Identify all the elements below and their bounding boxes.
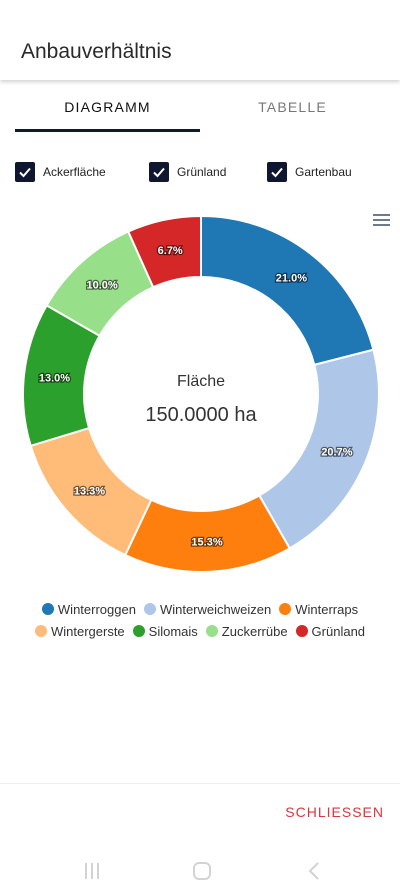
checkbox-checked-icon: [267, 162, 287, 182]
legend-dot-icon: [132, 625, 145, 637]
legend-label: Wintergerste: [50, 623, 125, 639]
donut-data-label: 20.7%: [321, 446, 352, 458]
checkbox-gruenland[interactable]: Grünland: [149, 160, 226, 184]
legend-item[interactable]: Winterroggen: [41, 601, 136, 617]
legend-dot-icon: [143, 603, 156, 615]
legend-label: Winterraps: [295, 601, 359, 617]
donut-data-label: 13.0%: [39, 372, 70, 384]
system-nav-bar: [0, 852, 400, 892]
chart-center-value: 150.0000 ha: [145, 404, 257, 426]
legend-label: Silomais: [148, 623, 198, 639]
legend-item[interactable]: Winterraps: [279, 602, 358, 617]
legend-row: Wintergerste Silomais Zuckerrübe Grünland: [0, 620, 400, 642]
checkbox-label: Ackerfläche: [43, 165, 106, 179]
legend-dot-icon: [295, 625, 308, 637]
donut-chart: 21.0% 20.7% 15.3% 13.3% 13.0% 10.0% 6.7% Fläch…: [22, 214, 380, 573]
tab-bar: DIAGRAMM TABELLE: [0, 84, 400, 134]
checkbox-gartenbau[interactable]: Gartenbau: [267, 160, 352, 184]
legend-item[interactable]: Wintergerste: [34, 623, 125, 639]
checkbox-label: Gartenbau: [295, 165, 352, 179]
legend-label: Zuckerrübe: [221, 623, 288, 639]
checkbox-ackerflaeche[interactable]: Ackerfläche: [15, 160, 106, 184]
legend-item[interactable]: Zuckerrübe: [205, 623, 288, 639]
dialog-footer: SCHLIESSEN: [0, 783, 400, 893]
filter-checkboxes: Ackerfläche Grünland Gartenbau: [0, 160, 400, 186]
donut-data-label: 10.0%: [86, 280, 117, 292]
legend-label: Winterweichweizen: [159, 601, 272, 617]
legend-item[interactable]: Grünland: [295, 623, 366, 639]
tab-tabelle[interactable]: TABELLE: [258, 99, 327, 115]
legend-label: Winterroggen: [57, 601, 136, 617]
active-tab-indicator: [15, 129, 200, 132]
donut-slice-winterweichweizen[interactable]: [257, 348, 380, 550]
donut-data-label: 15.3%: [191, 536, 222, 548]
checkbox-checked-icon: [15, 162, 35, 182]
donut-data-label: 21.0%: [276, 272, 307, 284]
tab-diagramm[interactable]: DIAGRAMM: [64, 99, 151, 115]
app-header: Anbauverhältnis: [0, 0, 400, 80]
close-button[interactable]: SCHLIESSEN: [285, 804, 384, 820]
legend-dot-icon: [41, 603, 54, 615]
legend-dot-icon: [279, 603, 292, 615]
donut-data-label: 6.7%: [158, 245, 183, 257]
legend-item[interactable]: Winterweichweizen: [143, 601, 272, 617]
checkbox-label: Grünland: [177, 165, 227, 179]
back-icon[interactable]: [302, 860, 326, 882]
chart-menu-icon[interactable]: [373, 213, 391, 227]
legend-item[interactable]: Silomais: [132, 623, 198, 639]
legend-dot-icon: [34, 625, 47, 637]
chart-legend: Winterroggen Winterweichweizen Winterraps …: [0, 598, 400, 642]
donut-data-label: 13.3%: [74, 485, 105, 497]
donut-slice-grünland[interactable]: [126, 214, 202, 289]
legend-dot-icon: [205, 625, 218, 637]
donut-slice-winterroggen[interactable]: [200, 214, 375, 367]
donut-slice-winterraps[interactable]: [123, 494, 292, 573]
legend-row: Winterroggen Winterweichweizen Winterraps: [0, 598, 400, 620]
home-icon[interactable]: [190, 860, 214, 882]
legend-label: Grünland: [311, 623, 366, 639]
chart-center-title: Fläche: [177, 373, 225, 390]
page-title: Anbauverhältnis: [21, 40, 172, 63]
recent-apps-icon[interactable]: [80, 860, 104, 882]
checkbox-checked-icon: [149, 162, 169, 182]
